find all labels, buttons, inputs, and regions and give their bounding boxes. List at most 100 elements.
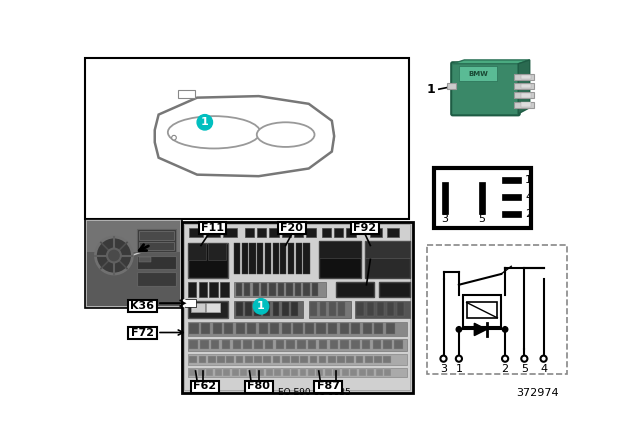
Bar (254, 302, 261, 316)
Bar (340, 340, 349, 349)
Bar (288, 243, 294, 274)
Text: 372974: 372974 (516, 388, 559, 397)
Bar (243, 340, 252, 349)
Bar (333, 370, 340, 375)
Bar (253, 283, 259, 296)
Bar (220, 282, 228, 297)
Bar (236, 283, 242, 296)
Bar (287, 283, 292, 296)
Text: K36: K36 (131, 301, 154, 310)
Bar (209, 282, 218, 297)
Bar (236, 323, 245, 334)
Bar (188, 339, 407, 351)
Bar (479, 181, 485, 214)
Bar (137, 255, 175, 269)
Bar (274, 370, 281, 375)
Bar (365, 241, 410, 258)
Circle shape (456, 327, 461, 332)
Bar (223, 228, 237, 237)
Bar (269, 283, 276, 296)
Bar (86, 220, 182, 308)
Bar (467, 302, 497, 318)
Text: F80: F80 (247, 381, 270, 392)
Bar (338, 302, 345, 316)
Bar (319, 241, 361, 258)
Bar (128, 300, 157, 312)
Bar (296, 243, 302, 274)
Bar (188, 301, 228, 318)
Bar (294, 228, 303, 237)
Bar (212, 323, 221, 334)
Circle shape (521, 356, 527, 362)
Bar (300, 370, 307, 375)
Bar (234, 282, 326, 297)
Bar (384, 370, 391, 375)
Bar (283, 370, 289, 375)
Bar (227, 356, 234, 363)
Bar (206, 303, 220, 313)
Polygon shape (474, 323, 486, 336)
Bar (515, 102, 534, 108)
Circle shape (456, 356, 462, 362)
Bar (263, 356, 271, 363)
Bar (319, 340, 327, 349)
Bar (383, 356, 391, 363)
Bar (128, 327, 157, 339)
Bar (184, 224, 410, 390)
Text: F87: F87 (317, 381, 339, 392)
Bar (245, 356, 253, 363)
Bar (276, 340, 284, 349)
Bar (278, 283, 284, 296)
Bar (244, 283, 250, 296)
Circle shape (172, 135, 176, 140)
Bar (322, 228, 331, 237)
Ellipse shape (168, 116, 260, 148)
FancyBboxPatch shape (451, 62, 520, 116)
Text: 2: 2 (502, 364, 509, 374)
Bar (300, 356, 308, 363)
Bar (198, 222, 227, 234)
Bar (206, 370, 213, 375)
Text: 1: 1 (257, 302, 265, 311)
Text: 5: 5 (479, 214, 486, 224)
Bar (265, 340, 273, 349)
Bar (280, 243, 287, 274)
Bar (351, 222, 379, 234)
Circle shape (440, 356, 447, 362)
Bar (270, 323, 280, 334)
Polygon shape (452, 60, 530, 64)
Bar (463, 295, 501, 327)
Bar (293, 323, 303, 334)
Bar (367, 302, 374, 316)
Bar (266, 370, 273, 375)
Bar (319, 241, 361, 278)
Polygon shape (155, 96, 334, 176)
Bar (257, 228, 266, 237)
Bar (334, 228, 344, 237)
Bar (307, 228, 316, 237)
Circle shape (107, 249, 121, 263)
Bar (502, 211, 521, 217)
Bar (278, 222, 306, 234)
Bar (365, 241, 410, 278)
Bar (221, 340, 230, 349)
Bar (250, 243, 255, 274)
Bar (362, 340, 371, 349)
Bar (273, 243, 279, 274)
Bar (215, 370, 221, 375)
Bar (365, 356, 372, 363)
Bar (359, 370, 365, 375)
Bar (139, 257, 151, 262)
Bar (236, 356, 243, 363)
Text: 1: 1 (525, 175, 532, 185)
Bar (319, 302, 326, 316)
Text: 1: 1 (456, 364, 463, 374)
Text: 5: 5 (521, 364, 528, 374)
Bar (387, 302, 394, 316)
Bar (282, 302, 289, 316)
Bar (356, 356, 364, 363)
Bar (242, 243, 248, 274)
Bar (137, 272, 175, 286)
Bar (291, 302, 298, 316)
Bar (257, 370, 264, 375)
